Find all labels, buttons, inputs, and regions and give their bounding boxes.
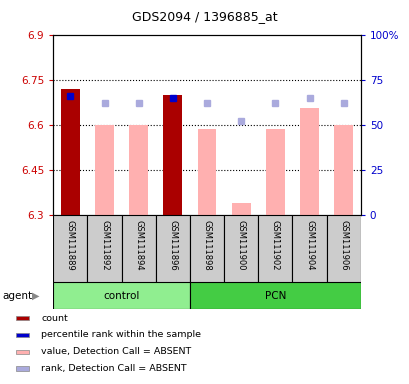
Text: GDS2094 / 1396885_at: GDS2094 / 1396885_at [132,10,277,23]
Bar [189,282,360,309]
Bar [326,215,360,282]
Text: value, Detection Call = ABSENT: value, Detection Call = ABSENT [41,347,191,356]
Text: rank, Detection Call = ABSENT: rank, Detection Call = ABSENT [41,364,187,373]
Bar [292,215,326,282]
Bar [16,350,29,354]
Bar [95,125,114,215]
Bar [53,282,189,309]
Bar [197,129,216,215]
Bar [87,215,121,282]
Text: GSM111898: GSM111898 [202,220,211,270]
Bar [16,333,29,337]
Bar [53,215,87,282]
Bar [129,125,148,215]
Text: agent: agent [2,291,32,301]
Text: GSM111889: GSM111889 [66,220,75,270]
Text: GSM111902: GSM111902 [270,220,279,270]
Bar [231,203,250,215]
Text: GSM111900: GSM111900 [236,220,245,270]
Text: control: control [103,291,139,301]
Text: count: count [41,314,68,323]
Text: ▶: ▶ [31,291,39,301]
Bar [16,366,29,371]
Bar [299,108,318,215]
Bar [189,215,224,282]
Bar [258,215,292,282]
Bar [163,95,182,215]
Bar [333,125,352,215]
Bar [16,316,29,320]
Bar [155,215,189,282]
Text: GSM111892: GSM111892 [100,220,109,270]
Text: PCN: PCN [264,291,285,301]
Text: GSM111904: GSM111904 [304,220,313,270]
Text: GSM111896: GSM111896 [168,220,177,270]
Bar [265,129,284,215]
Text: percentile rank within the sample: percentile rank within the sample [41,331,201,339]
Bar [121,215,155,282]
Text: GSM111894: GSM111894 [134,220,143,270]
Bar [61,89,80,215]
Bar [224,215,258,282]
Text: GSM111906: GSM111906 [338,220,347,270]
